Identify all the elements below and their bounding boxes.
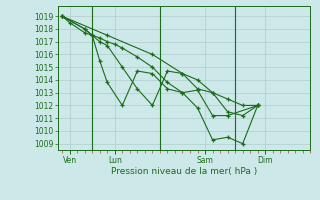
X-axis label: Pression niveau de la mer( hPa ): Pression niveau de la mer( hPa ) [111,167,257,176]
